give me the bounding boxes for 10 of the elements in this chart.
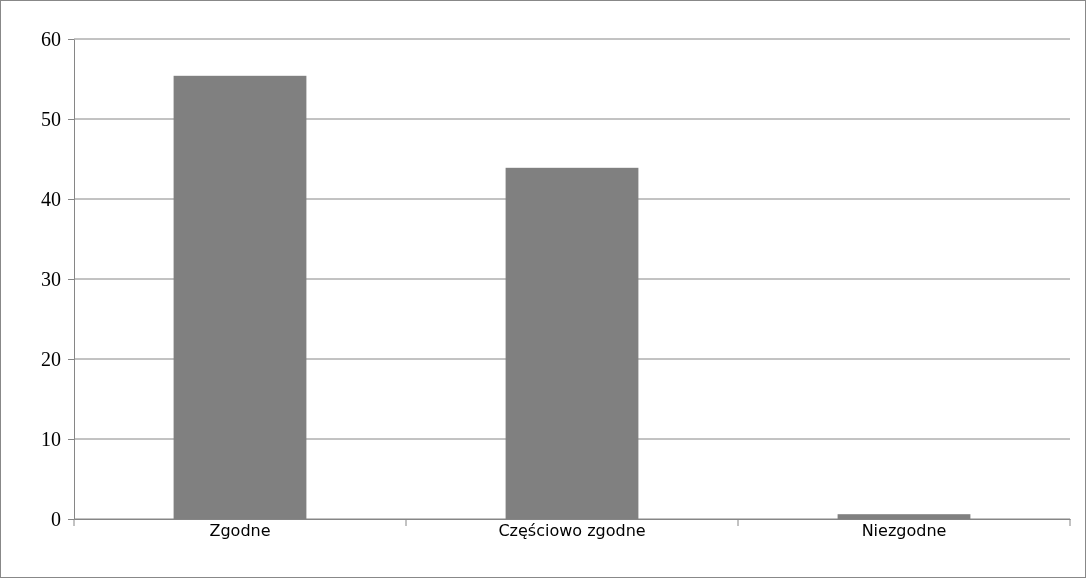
y-tick-label: 10 <box>41 427 61 450</box>
y-tick-label: 40 <box>41 187 61 210</box>
y-tick-label: 0 <box>51 507 61 530</box>
y-tick-label: 30 <box>41 267 61 290</box>
x-tick-label: Niezgodne <box>861 521 947 540</box>
y-tick-label: 50 <box>41 107 61 130</box>
x-tick-label: Zgodne <box>209 521 271 540</box>
y-tick-label: 20 <box>41 347 61 370</box>
y-tick-label: 60 <box>41 27 61 50</box>
x-tick-label: Częściowo zgodne <box>498 521 646 540</box>
